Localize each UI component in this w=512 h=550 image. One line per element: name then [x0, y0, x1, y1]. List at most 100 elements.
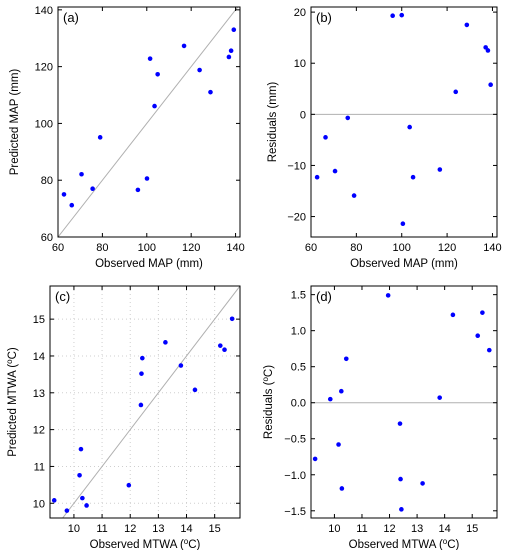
y-tick-label: 10	[33, 498, 45, 510]
y-tick-label: 100	[35, 118, 53, 130]
data-point	[152, 103, 157, 109]
plot-frame	[310, 6, 498, 238]
x-tick-label: 10	[68, 523, 80, 535]
panel-label: (d)	[316, 289, 332, 304]
y-tick-label: 1.5	[291, 290, 306, 302]
data-point	[77, 472, 82, 478]
y-tick-label: 1.0	[291, 326, 306, 338]
data-point	[163, 340, 168, 345]
panel-c: 10 11 12 13 14 15 10 11 12 13 14 15 Observed MTWA (o…	[5, 285, 241, 550]
data-point	[208, 89, 213, 95]
x-tick-label: 60	[52, 242, 64, 254]
data-point	[339, 486, 345, 491]
data-point	[475, 333, 481, 339]
data-point	[222, 347, 227, 353]
data-point	[147, 56, 153, 61]
data-point	[226, 54, 232, 60]
y-tick-label: 0	[300, 109, 306, 121]
data-point	[135, 187, 141, 193]
data-point	[78, 446, 84, 452]
data-point	[90, 186, 95, 192]
x-tick-label: 14	[439, 523, 451, 535]
data-point	[410, 174, 416, 180]
data-point	[181, 43, 187, 49]
x-tick-label: 140	[483, 242, 501, 254]
x-tick-label: 14	[180, 523, 192, 535]
x-tick-label: 120	[182, 242, 200, 254]
data-point	[399, 507, 404, 512]
x-tick-label: 13	[152, 523, 164, 535]
data-point	[343, 356, 349, 362]
data-point	[51, 498, 57, 503]
x-tick-label: 120	[438, 242, 456, 254]
data-point	[139, 371, 144, 376]
y-tick-label: −10	[287, 160, 306, 172]
data-point	[420, 481, 425, 486]
data-point	[480, 310, 485, 315]
x-tick-label: 11	[96, 523, 107, 535]
data-point	[339, 388, 344, 394]
plot-frame	[310, 285, 498, 519]
data-point	[323, 135, 328, 140]
data-point	[64, 508, 70, 513]
y-tick-label: 12	[33, 425, 45, 437]
data-point	[97, 135, 103, 140]
panel-label: (b)	[316, 10, 332, 25]
y-axis-label: Predicted MAP (mm)	[9, 69, 21, 176]
x-axis-label: Observed MAP (mm)	[95, 258, 203, 270]
y-tick-label: 14	[33, 351, 45, 363]
x-axis-label: Observed MTWA (oC)	[90, 537, 201, 550]
y-axis-label: Predicted MTWA (oC)	[5, 347, 20, 457]
data-point	[197, 67, 202, 73]
panel-d: 10 11 12 13 14 15 1.5 1.0 0.5 0.0 −0.5 −1.0 −1.5 Obse…	[261, 285, 498, 550]
data-point	[351, 193, 357, 198]
y-tick-label: −0.5	[284, 434, 306, 446]
x-tick-label: 100	[393, 242, 411, 254]
data-point	[399, 12, 405, 18]
data-point	[450, 312, 456, 318]
y-tick-label: 11	[34, 461, 45, 473]
y-axis-label: Residuals (oC)	[261, 365, 276, 439]
y-tick-label: −1.5	[284, 506, 306, 518]
data-point	[231, 27, 237, 33]
y-tick-label: 140	[35, 5, 53, 17]
data-point	[397, 421, 403, 426]
data-point	[192, 387, 198, 393]
x-axis-label: Observed MTWA (oC)	[349, 537, 460, 550]
data-point	[155, 71, 160, 77]
data-point	[327, 396, 333, 402]
data-point	[140, 355, 145, 361]
data-point	[485, 48, 491, 53]
y-tick-label: 80	[41, 175, 53, 187]
plot-frame	[49, 285, 241, 519]
y-axis-label: Residuals (mm)	[267, 82, 279, 163]
panel-label: (c)	[55, 289, 70, 304]
identity-line	[58, 7, 239, 237]
y-tick-label: 13	[33, 388, 45, 400]
data-point	[407, 124, 412, 130]
y-tick-label: 0.0	[291, 398, 306, 410]
x-tick-label: 140	[226, 242, 244, 254]
data-point	[144, 176, 150, 181]
x-tick-label: 80	[350, 242, 362, 254]
data-point	[69, 202, 75, 208]
reference-line-group	[62, 286, 240, 518]
data-point	[390, 13, 395, 18]
x-tick-label: 13	[411, 523, 423, 535]
y-tick-label: −20	[287, 212, 306, 224]
data-point	[79, 171, 84, 177]
data-point	[486, 347, 492, 353]
identity-line	[62, 286, 240, 518]
data-point	[61, 192, 67, 197]
y-tick-label: −1.0	[284, 470, 306, 482]
panel-a: 60 80 100 120 140 60 80 100 120 140 Observed MAP (…	[9, 5, 245, 270]
data-point	[84, 503, 89, 508]
x-tick-label: 80	[96, 242, 108, 254]
y-tick-label: 60	[41, 232, 53, 244]
data-point	[453, 89, 459, 95]
data-point	[488, 82, 493, 87]
x-tick-label: 15	[466, 523, 478, 535]
data-point	[398, 476, 403, 482]
